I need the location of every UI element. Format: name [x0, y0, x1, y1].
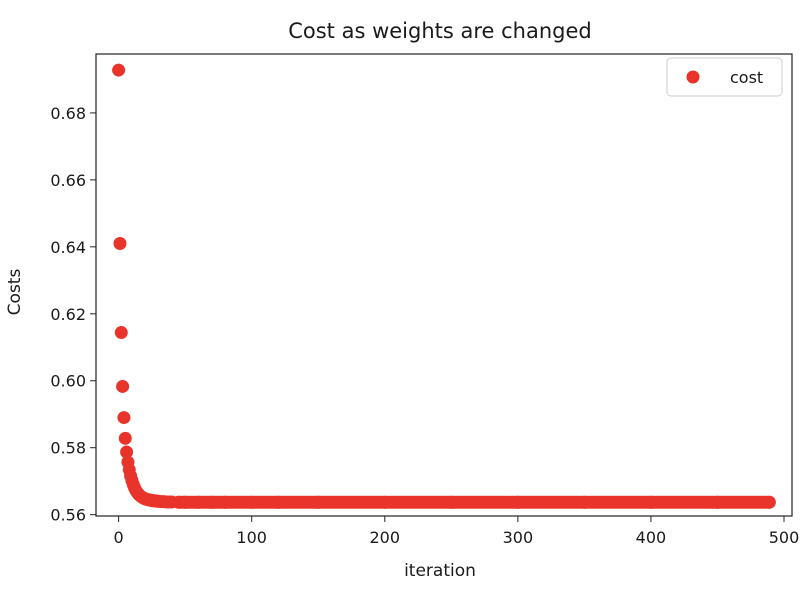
legend-label-cost: cost [730, 68, 763, 87]
y-tick-label: 0.66 [50, 171, 86, 190]
x-tick-label: 300 [503, 528, 534, 547]
y-tick-label: 0.64 [50, 238, 86, 257]
data-point [271, 495, 285, 509]
plot-area: 0 100 200 300 400 500 0.56 0.58 0.60 0.62 0.64 0.6… [50, 53, 800, 547]
legend: cost [666, 57, 783, 97]
data-point [178, 495, 192, 509]
x-tick-label: 100 [236, 528, 267, 547]
data-point [116, 379, 130, 393]
data-point [311, 495, 325, 509]
x-tick-label: 400 [636, 528, 667, 547]
data-point [511, 495, 525, 509]
data-point [218, 495, 232, 509]
data-point [112, 63, 126, 77]
y-tick-label: 0.56 [50, 506, 86, 525]
data-point [113, 236, 127, 250]
data-point [577, 495, 591, 509]
data-point [762, 495, 776, 509]
y-tick-label: 0.60 [50, 372, 86, 391]
axes-frame [95, 53, 793, 517]
data-points [112, 63, 776, 509]
x-axis-ticks: 0 100 200 300 400 500 [114, 516, 800, 547]
legend-box [666, 57, 783, 97]
data-point [120, 445, 134, 459]
y-axis-ticks: 0.56 0.58 0.60 0.62 0.64 0.66 0.68 [50, 104, 96, 525]
y-tick-label: 0.62 [50, 305, 86, 324]
y-axis-label: Costs [5, 269, 25, 316]
x-tick-label: 200 [370, 528, 401, 547]
data-point [444, 495, 458, 509]
y-tick-label: 0.68 [50, 104, 86, 123]
data-point [644, 495, 658, 509]
data-point [191, 495, 205, 509]
x-axis-label: iteration [404, 561, 476, 581]
data-point [710, 495, 724, 509]
chart-title: Cost as weights are changed [288, 19, 592, 43]
data-point [117, 411, 131, 425]
data-point [378, 495, 392, 509]
x-tick-label: 500 [769, 528, 800, 547]
legend-marker-cost [686, 70, 700, 84]
data-point [118, 431, 132, 445]
data-point [245, 495, 259, 509]
data-point [205, 495, 219, 509]
y-tick-label: 0.58 [50, 439, 86, 458]
x-tick-label: 0 [114, 528, 124, 547]
data-point [114, 326, 128, 340]
